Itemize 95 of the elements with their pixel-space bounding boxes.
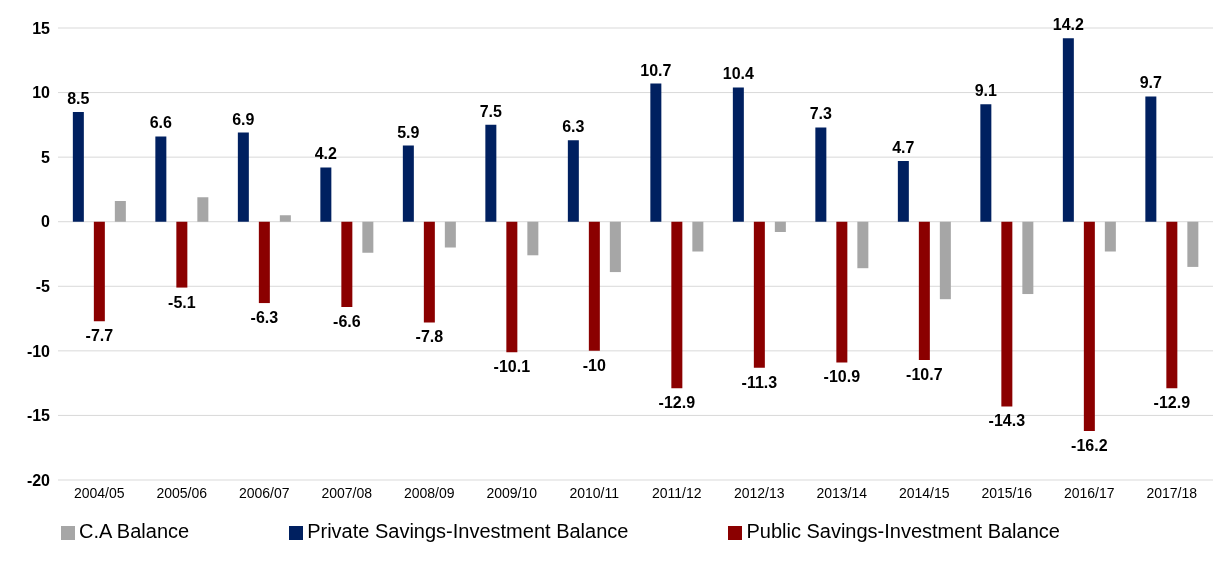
- data-label: 10.4: [722, 65, 755, 83]
- bar: [588, 221, 600, 351]
- bar: [692, 221, 704, 252]
- bar: [774, 221, 786, 233]
- bar: [857, 221, 869, 269]
- data-label: 6.3: [562, 118, 585, 136]
- data-label: 7.5: [479, 102, 503, 120]
- bar: [1166, 221, 1178, 389]
- bar: [609, 221, 621, 273]
- bar: [423, 221, 435, 323]
- bar: [320, 167, 332, 222]
- x-tick-label: 2004/05: [73, 484, 125, 501]
- bar: [753, 221, 765, 368]
- data-label: -16.2: [1071, 436, 1108, 454]
- data-label: 6.9: [232, 110, 255, 128]
- data-label: -6.3: [250, 309, 279, 327]
- x-tick-label: 2011/12: [651, 484, 702, 501]
- data-label: 7.3: [809, 105, 833, 123]
- bar: [279, 215, 291, 222]
- bar: [1062, 38, 1074, 222]
- bar: [939, 221, 951, 300]
- bar: [1022, 221, 1034, 295]
- legend-label: Private Savings-Investment Balance: [307, 520, 629, 542]
- data-label: -10.1: [493, 358, 531, 376]
- bar: [258, 221, 270, 304]
- y-tick-label: 5: [41, 148, 51, 166]
- bar: [980, 104, 992, 222]
- x-tick-label: 2014/15: [898, 484, 950, 501]
- data-label: 9.1: [974, 82, 998, 100]
- bar: [1001, 221, 1013, 407]
- y-tick-label: 0: [41, 213, 51, 231]
- bar: [362, 221, 374, 253]
- y-tick-label: 10: [32, 84, 51, 102]
- bar: [341, 221, 353, 307]
- data-label: 4.7: [892, 139, 915, 157]
- data-label: -5.1: [168, 293, 196, 311]
- y-tick-label: -5: [35, 277, 51, 295]
- data-label: 8.5: [67, 89, 90, 107]
- x-tick-label: 2016/17: [1063, 484, 1115, 501]
- x-tick-label: 2007/08: [321, 484, 373, 501]
- y-tick-label: 15: [32, 19, 51, 37]
- bar: [93, 221, 105, 322]
- y-tick-label: -15: [26, 407, 51, 425]
- data-label: -14.3: [988, 412, 1026, 430]
- x-tick-label: 2008/09: [403, 484, 455, 501]
- data-label: 14.2: [1052, 16, 1085, 34]
- bar: [650, 83, 662, 222]
- bar: [485, 124, 497, 222]
- bar: [836, 221, 848, 363]
- bar: [567, 140, 579, 222]
- bar: [1104, 221, 1116, 252]
- x-tick-label: 2013/14: [816, 484, 868, 501]
- bar: [1187, 221, 1199, 267]
- data-label: 10.7: [640, 61, 672, 79]
- x-tick-label: 2005/06: [156, 484, 208, 501]
- data-label: -12.9: [1153, 394, 1191, 412]
- y-tick-label: -10: [26, 342, 51, 360]
- bar: [114, 201, 126, 222]
- x-tick-label: 2006/07: [238, 484, 290, 501]
- bar: [897, 161, 909, 222]
- data-label: 9.7: [1139, 74, 1163, 92]
- data-label: -12.9: [658, 394, 696, 412]
- x-tick-label: 2015/16: [981, 484, 1033, 501]
- data-label: -10.9: [823, 368, 861, 386]
- legend-label: C.A Balance: [79, 520, 190, 542]
- bar: [197, 197, 209, 222]
- bar: [1083, 221, 1095, 431]
- legend-label: Public Savings-Investment Balance: [746, 520, 1060, 542]
- bar: [1145, 96, 1157, 222]
- bar: [671, 221, 683, 389]
- data-label: -10: [582, 356, 607, 374]
- bar: [155, 136, 167, 222]
- bar: [527, 221, 539, 256]
- data-label: -6.6: [333, 312, 361, 330]
- data-label: -10.7: [906, 365, 943, 383]
- bar: [176, 221, 188, 288]
- bar: [444, 221, 456, 248]
- x-tick-label: 2012/13: [733, 484, 785, 501]
- bar: [72, 111, 84, 222]
- y-tick-label: -20: [26, 471, 51, 489]
- data-label: 5.9: [397, 123, 420, 141]
- x-tick-label: 2009/10: [486, 484, 538, 501]
- x-tick-label: 2017/18: [1146, 484, 1198, 501]
- data-label: 6.6: [149, 114, 173, 132]
- bar: [815, 127, 827, 222]
- data-label: -7.8: [415, 328, 444, 346]
- data-label: -11.3: [741, 373, 778, 391]
- bar: [918, 221, 930, 360]
- x-tick-label: 2010/11: [569, 484, 620, 501]
- data-label: -7.7: [85, 327, 114, 345]
- bar: [506, 221, 518, 353]
- data-label: 4.2: [314, 145, 338, 163]
- bar: [237, 132, 249, 222]
- bar: [402, 145, 414, 222]
- bar: [732, 87, 744, 222]
